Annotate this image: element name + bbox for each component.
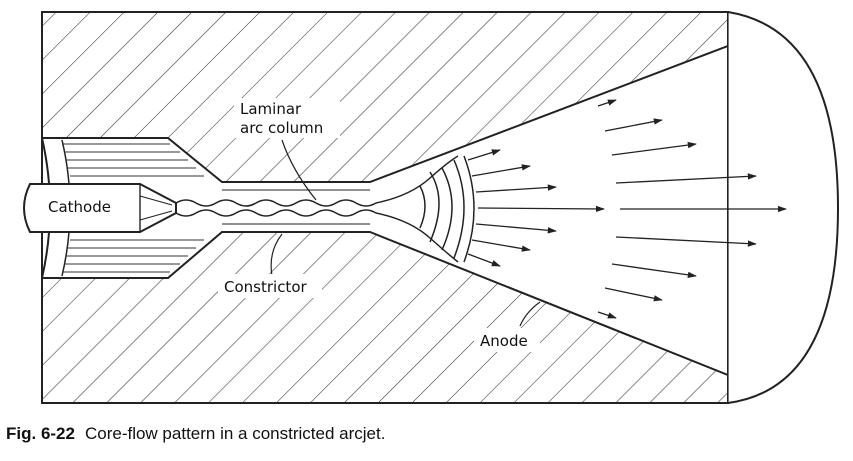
flow-arrows [467,99,787,319]
leader-lines [270,139,541,327]
figure-number: Fig. 6-22 [6,424,75,443]
caption-text: Core-flow pattern in a constricted arcje… [84,424,386,443]
constrictor-bore [222,181,370,233]
laminar-label-line1: Laminar [240,100,302,118]
labels: Laminar arc column Cathode Constrictor A… [42,98,540,352]
laminar-label-line2: arc column [240,119,323,137]
arc-plume [375,155,475,263]
figure-caption: Fig. 6-22 Core-flow pattern in a constric… [6,424,385,444]
laminar-arc-column [175,199,377,207]
constrictor-label: Constrictor [224,278,307,296]
exit-dome [727,11,840,404]
arcjet-diagram: Laminar arc column Cathode Constrictor A… [23,11,840,404]
anode-label: Anode [480,332,528,350]
cathode-label: Cathode [48,198,111,216]
arcjet-cross-section: Laminar arc column Cathode Constrictor A… [23,11,840,404]
